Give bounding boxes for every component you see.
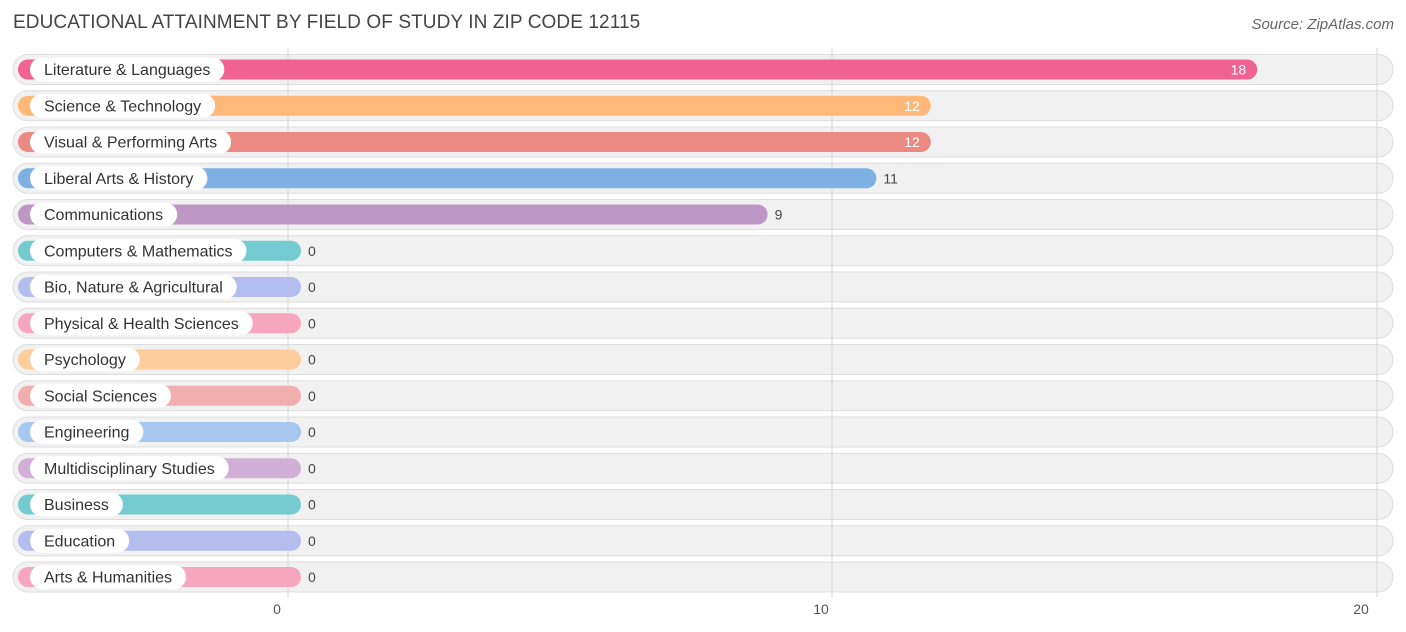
category-label-pill bbox=[30, 238, 247, 263]
category-label-pill bbox=[30, 166, 208, 191]
value-label: 0 bbox=[308, 315, 316, 331]
category-label-pill bbox=[30, 93, 216, 118]
category-label: Computers & Mathematics bbox=[44, 243, 233, 260]
category-label: Physical & Health Sciences bbox=[44, 316, 239, 333]
category-label-pill bbox=[30, 492, 123, 517]
category-label-pill bbox=[30, 383, 171, 408]
row-track bbox=[12, 307, 1394, 339]
category-label: Business bbox=[44, 497, 109, 514]
category-label-pill bbox=[30, 202, 178, 227]
value-label: 11 bbox=[883, 170, 898, 186]
category-label: Literature & Languages bbox=[44, 62, 210, 79]
x-tick-label: 20 bbox=[1353, 601, 1369, 617]
x-tick-label: 10 bbox=[813, 601, 829, 617]
value-label: 12 bbox=[904, 134, 920, 150]
category-label-pill bbox=[30, 528, 130, 553]
row-track bbox=[12, 235, 1394, 267]
category-label-pill bbox=[30, 275, 237, 299]
category-label-pill bbox=[30, 456, 229, 481]
bar bbox=[18, 132, 931, 152]
row-track bbox=[12, 561, 1394, 593]
row-track bbox=[12, 416, 1394, 448]
category-label: Visual & Performing Arts bbox=[44, 135, 217, 152]
category-label: Education bbox=[44, 533, 115, 550]
chart-title: EDUCATIONAL ATTAINMENT BY FIELD OF STUDY… bbox=[13, 12, 641, 33]
value-label: 0 bbox=[308, 460, 316, 476]
category-label-pill bbox=[30, 565, 187, 589]
value-label: 0 bbox=[308, 497, 316, 513]
row-track bbox=[12, 344, 1394, 375]
category-label-pill bbox=[30, 130, 232, 154]
chart-source: Source: ZipAtlas.com bbox=[1251, 16, 1394, 33]
category-label: Engineering bbox=[44, 425, 129, 442]
category-label-pill bbox=[30, 420, 144, 444]
category-label-pill bbox=[30, 311, 253, 336]
value-label: 0 bbox=[308, 533, 316, 549]
value-label: 0 bbox=[308, 352, 316, 368]
category-label: Social Sciences bbox=[44, 388, 157, 405]
category-label: Science & Technology bbox=[44, 98, 201, 115]
bar bbox=[18, 95, 931, 116]
bar bbox=[18, 204, 768, 225]
category-label: Multidisciplinary Studies bbox=[44, 461, 215, 478]
row-track bbox=[12, 452, 1394, 484]
category-label-pill bbox=[30, 57, 225, 82]
value-label: 0 bbox=[308, 243, 316, 259]
bar bbox=[18, 59, 1258, 80]
category-label-pill bbox=[30, 347, 140, 372]
category-label: Bio, Nature & Agricultural bbox=[44, 280, 223, 297]
value-label: 0 bbox=[308, 424, 316, 440]
row-track bbox=[12, 380, 1394, 412]
value-label: 0 bbox=[308, 388, 316, 404]
value-label: 0 bbox=[308, 569, 316, 585]
category-label: Communications bbox=[44, 207, 163, 224]
value-label: 9 bbox=[775, 207, 783, 223]
bar bbox=[18, 168, 877, 189]
value-label: 0 bbox=[308, 279, 316, 295]
category-label: Psychology bbox=[44, 352, 126, 369]
x-tick-label: 0 bbox=[273, 601, 281, 617]
category-label: Liberal Arts & History bbox=[44, 171, 193, 188]
row-track bbox=[12, 271, 1394, 303]
category-label: Arts & Humanities bbox=[44, 570, 172, 587]
row-track bbox=[12, 489, 1394, 520]
row-track bbox=[12, 525, 1394, 557]
value-label: 12 bbox=[904, 98, 920, 114]
value-label: 18 bbox=[1231, 62, 1247, 78]
